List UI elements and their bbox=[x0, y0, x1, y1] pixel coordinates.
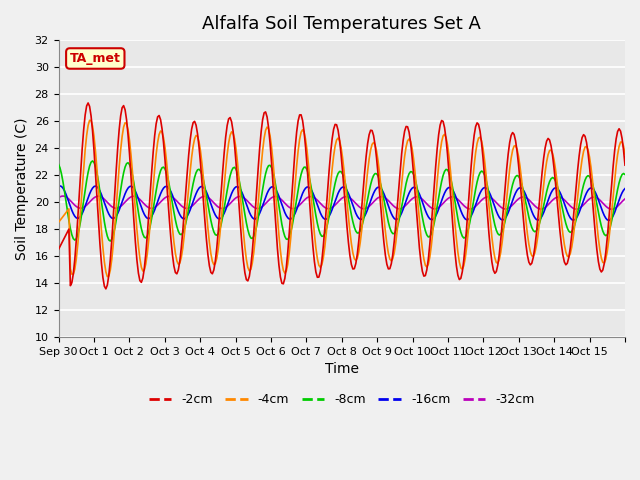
X-axis label: Time: Time bbox=[324, 362, 359, 376]
Y-axis label: Soil Temperature (C): Soil Temperature (C) bbox=[15, 118, 29, 260]
Legend: -2cm, -4cm, -8cm, -16cm, -32cm: -2cm, -4cm, -8cm, -16cm, -32cm bbox=[144, 388, 540, 411]
Text: TA_met: TA_met bbox=[70, 52, 121, 65]
Title: Alfalfa Soil Temperatures Set A: Alfalfa Soil Temperatures Set A bbox=[202, 15, 481, 33]
